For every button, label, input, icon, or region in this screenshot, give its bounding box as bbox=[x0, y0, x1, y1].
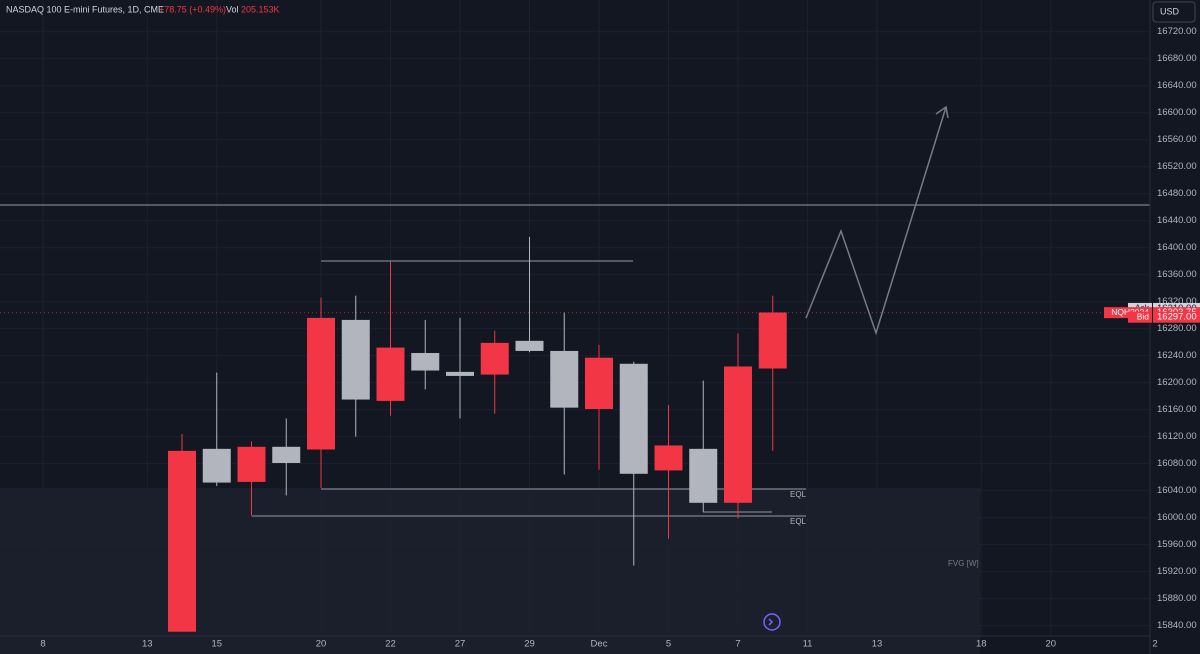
x-tick-label: 18 bbox=[976, 639, 987, 650]
x-tick-label: 20 bbox=[1045, 639, 1056, 650]
y-tick-label: 16400.00 bbox=[1157, 242, 1197, 253]
currency-button[interactable] bbox=[1152, 1, 1196, 23]
change: +78.75 (+0.49%) bbox=[159, 4, 226, 14]
y-tick-label: 16440.00 bbox=[1157, 215, 1197, 226]
candle-body bbox=[237, 446, 266, 482]
y-tick-label: 16120.00 bbox=[1157, 431, 1197, 442]
x-tick-label: 13 bbox=[142, 639, 153, 650]
x-tick-label: 20 bbox=[316, 639, 327, 650]
grid bbox=[0, 0, 1156, 636]
annotation: FVG [W] bbox=[948, 559, 979, 568]
x-tick-label: 15 bbox=[211, 639, 222, 650]
y-tick-label: 16600.00 bbox=[1157, 107, 1197, 118]
y-tick-label: 16720.00 bbox=[1157, 26, 1197, 37]
candle-body bbox=[515, 340, 544, 351]
price-tag-name bbox=[1128, 311, 1152, 323]
volume: 205.153K bbox=[241, 4, 280, 14]
x-tick-label: 27 bbox=[455, 639, 466, 650]
y-tick-label: 16160.00 bbox=[1157, 404, 1197, 415]
x-tick-label: Dec bbox=[591, 639, 608, 650]
candle-body bbox=[550, 350, 579, 408]
axis: 16720.00 16680.00 16640.00 16600.00 16560.00… bbox=[0, 26, 1200, 650]
y-tick-label: 16680.00 bbox=[1157, 53, 1197, 64]
y-tick-label: 15880.00 bbox=[1157, 593, 1197, 604]
y-tick-label: 16200.00 bbox=[1157, 377, 1197, 388]
candle-body bbox=[376, 347, 405, 401]
price-tag-name-label: Bid bbox=[1137, 311, 1150, 321]
x-tick-label: 2 bbox=[1152, 639, 1157, 650]
candles bbox=[168, 236, 787, 632]
y-tick-label: 16560.00 bbox=[1157, 134, 1197, 145]
candle-body bbox=[341, 319, 370, 400]
y-tick-label: 16640.00 bbox=[1157, 80, 1197, 91]
candle-body bbox=[619, 363, 648, 474]
x-tick-label: 29 bbox=[524, 639, 535, 650]
y-tick-label: 16280.00 bbox=[1157, 323, 1197, 334]
y-tick-label: 16320.00 bbox=[1157, 296, 1197, 307]
price-tag-label: 16297.00 bbox=[1157, 312, 1197, 323]
y-tick-label: 16520.00 bbox=[1157, 161, 1197, 172]
x-tick-label: 5 bbox=[666, 639, 671, 650]
candle-body bbox=[446, 371, 474, 376]
arrow-head bbox=[935, 105, 949, 119]
y-tick-label: 16080.00 bbox=[1157, 458, 1197, 469]
x-tick-label: 22 bbox=[385, 639, 396, 650]
annotation: EQL bbox=[790, 517, 807, 526]
candle-body bbox=[202, 448, 231, 483]
candle-body bbox=[272, 446, 301, 463]
y-tick-label: 15960.00 bbox=[1157, 539, 1197, 550]
symbol-title: NASDAQ 100 E-mini Futures, 1D, CME bbox=[6, 4, 164, 14]
candle-body bbox=[758, 312, 787, 369]
candle-body bbox=[168, 450, 196, 632]
candle-body bbox=[585, 357, 613, 410]
x-tick-label: 11 bbox=[803, 639, 813, 650]
candle-body bbox=[480, 342, 509, 375]
x-tick-label: 8 bbox=[40, 639, 45, 650]
y-tick-label: 16240.00 bbox=[1157, 350, 1197, 361]
y-tick-label: 16040.00 bbox=[1157, 485, 1197, 496]
candle-body bbox=[307, 317, 335, 450]
candle-body bbox=[654, 445, 683, 471]
y-tick-label: 16000.00 bbox=[1157, 512, 1197, 523]
candle-body bbox=[724, 366, 752, 503]
x-tick-label: 13 bbox=[872, 639, 883, 650]
candle-body bbox=[411, 352, 440, 371]
y-tick-label: 16360.00 bbox=[1157, 269, 1197, 280]
currency[interactable]: USD bbox=[1160, 6, 1180, 16]
projection-path bbox=[805, 106, 947, 336]
candle-body bbox=[689, 448, 718, 503]
y-tick-label: 15920.00 bbox=[1157, 566, 1197, 577]
y-tick-label: 16480.00 bbox=[1157, 188, 1197, 199]
scroll-icon bbox=[768, 618, 774, 626]
annotation: EQL bbox=[790, 490, 807, 499]
price-axis bbox=[1150, 0, 1200, 654]
scroll-button[interactable] bbox=[763, 613, 781, 631]
price-tag bbox=[1153, 311, 1200, 323]
y-tick-label: 15840.00 bbox=[1157, 620, 1197, 631]
x-tick-label: 7 bbox=[735, 639, 740, 650]
volume-label: Vol bbox=[226, 4, 239, 14]
